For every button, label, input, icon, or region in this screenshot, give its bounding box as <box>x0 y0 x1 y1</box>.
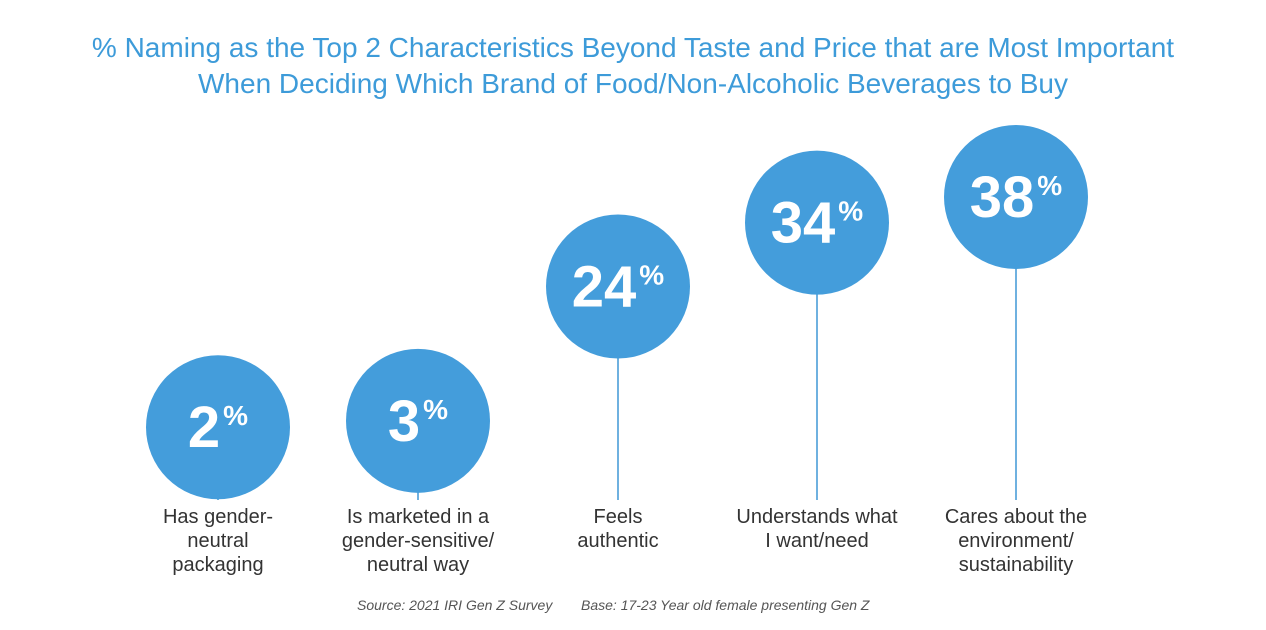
category-label: Cares about the environment/ sustainabil… <box>944 506 1088 576</box>
value-label: 34% <box>771 191 864 256</box>
source-note: Source: 2021 IRI Gen Z Survey <box>357 597 553 613</box>
bubble <box>745 150 889 295</box>
category-label: Understands what I want/need <box>736 506 898 552</box>
chart-title: % Naming as the Top 2 Characteristics Be… <box>91 32 1175 99</box>
category-label: Feels authentic <box>577 506 659 552</box>
bubble <box>546 214 690 359</box>
bubble <box>146 355 290 500</box>
base-note: Base: 17-23 Year old female presenting G… <box>581 597 870 613</box>
bubble <box>944 125 1088 269</box>
value-label: 38% <box>970 165 1063 230</box>
bubble <box>346 348 490 493</box>
value-label: 2% <box>188 395 248 460</box>
category-label: Has gender- neutral packaging <box>162 506 274 576</box>
category-label: Is marketed in a gender-sensitive/ neutr… <box>341 506 495 576</box>
value-label: 24% <box>572 255 665 320</box>
value-label: 3% <box>388 389 448 454</box>
